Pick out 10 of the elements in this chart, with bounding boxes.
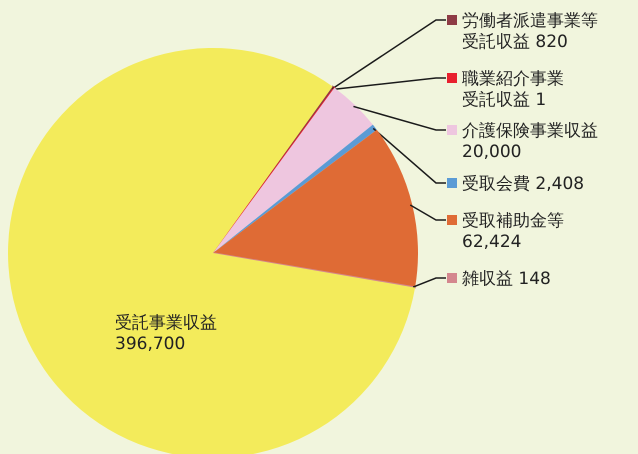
legend-label: 雑収益 148 bbox=[462, 269, 551, 289]
legend-label: 労働者派遣事業等受託収益 820 bbox=[462, 11, 598, 52]
slice-label: 受託事業収益 bbox=[115, 313, 217, 333]
legend-label: 介護保険事業収益 bbox=[462, 121, 598, 141]
legend-label: 受取補助金等 bbox=[462, 211, 564, 231]
data-label: 396,700 bbox=[115, 334, 186, 354]
legend-label: 受取会費 2,408 bbox=[462, 174, 584, 194]
legend-label: 職業紹介事業受託収益 1 bbox=[462, 69, 564, 110]
data-label: 20,000 bbox=[462, 142, 522, 162]
data-label: 62,424 bbox=[462, 232, 522, 252]
